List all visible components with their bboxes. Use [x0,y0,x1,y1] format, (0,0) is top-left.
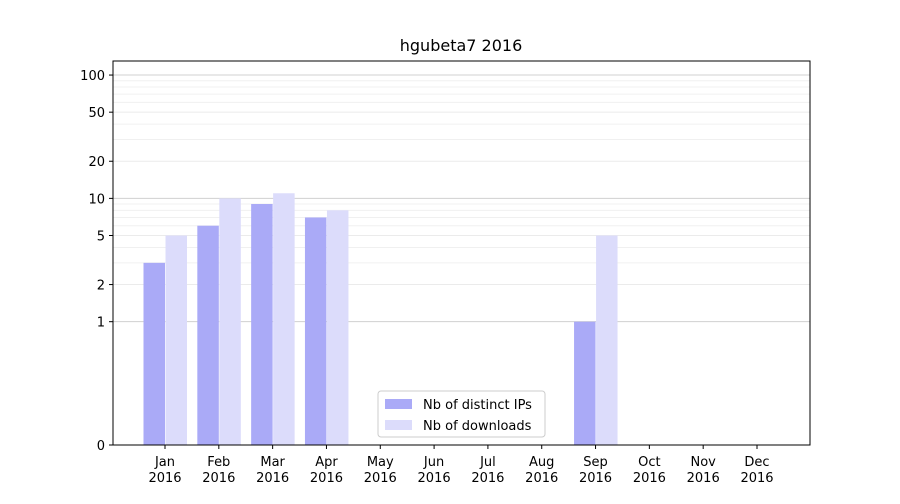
x-tick-label-month: Oct [638,455,660,470]
legend-box [377,390,546,438]
legend-swatch [385,399,412,409]
x-tick-label-month: Jun [423,455,444,470]
x-tick-label-month: Jan [154,455,175,470]
x-tick-label-year: 2016 [364,471,397,486]
y-tick-label: 50 [88,106,105,121]
x-tick-label-month: Sep [583,455,608,470]
bar-distinct-ips-apr [304,217,327,445]
y-tick-label: 20 [88,155,105,170]
plot-frame [112,60,811,446]
chart-title: hgubeta7 2016 [400,36,523,55]
legend: Nb of distinct IPs Nb of downloads [377,390,546,438]
bar-downloads-jan [165,235,187,445]
y-tick-label: 2 [97,279,105,294]
legend-swatch [385,420,412,430]
bar-distinct-ips-mar [251,204,273,445]
x-tick-label-year: 2016 [740,471,773,486]
x-tick-label-year: 2016 [579,471,612,486]
x-tick-label-year: 2016 [525,471,558,486]
x-tick-label-year: 2016 [256,471,289,486]
x-tick-label-year: 2016 [633,471,666,486]
x-tick-label-year: 2016 [418,471,451,486]
bar-distinct-ips-jan [143,262,165,445]
x-tick-label-year: 2016 [310,471,343,486]
x-tick-label-month: May [367,455,394,470]
x-tick-label-month: Feb [207,455,230,470]
x-tick-label-year: 2016 [148,471,181,486]
bars-layer [143,193,618,445]
x-tick-label-month: Jul [479,455,496,470]
legend-label: Nb of downloads [423,419,532,434]
y-tick-label: 1 [97,316,105,331]
bar-downloads-sep [596,235,618,445]
x-tick-label-month: Apr [315,455,338,470]
bar-distinct-ips-sep [574,321,596,445]
y-tick-label: 0 [97,439,105,454]
bar-downloads-apr [326,210,349,445]
y-tick-label: 10 [88,192,105,207]
x-tick-label-year: 2016 [687,471,720,486]
bar-downloads-feb [219,198,241,445]
bar-distinct-ips-feb [197,225,219,445]
x-tick-label-year: 2016 [471,471,504,486]
x-tick-label-month: Mar [260,455,285,470]
x-tick-label-month: Dec [744,455,769,470]
x-tick-label-month: Nov [690,455,716,470]
x-tick-label-year: 2016 [202,471,235,486]
axis-layer: Jan2016Feb2016Mar2016Apr2016May2016Jun20… [80,69,773,486]
bar-downloads-mar [273,193,295,445]
y-tick-label: 5 [97,229,105,244]
legend-label: Nb of distinct IPs [423,398,532,413]
x-tick-label-month: Aug [529,455,554,470]
y-tick-label: 100 [80,69,105,84]
